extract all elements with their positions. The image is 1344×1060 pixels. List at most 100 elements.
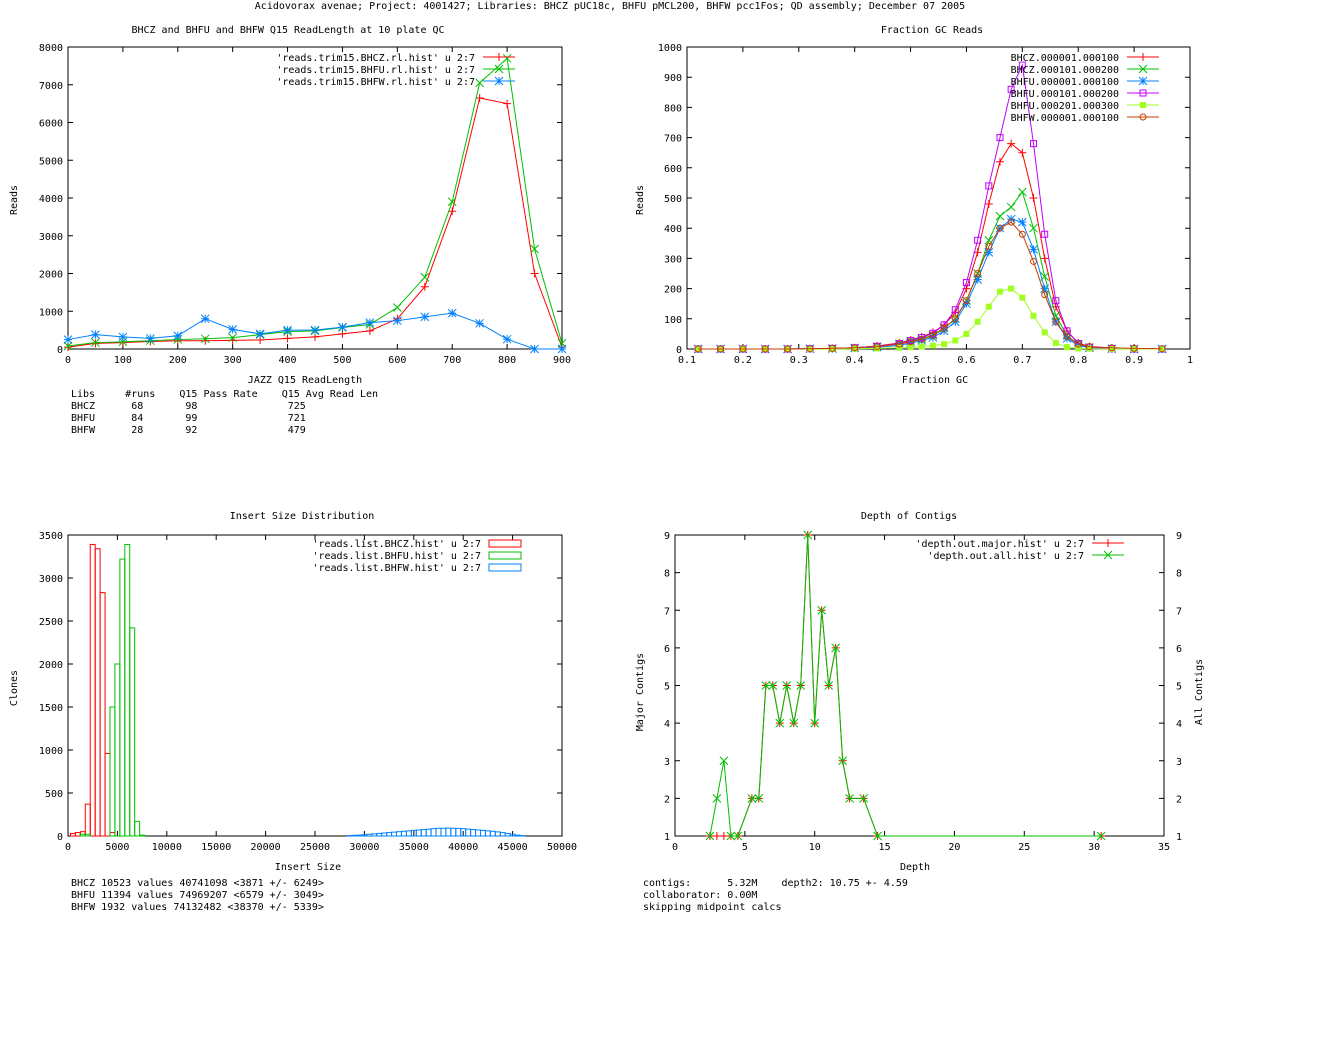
y-tick-label: 0 <box>57 345 63 356</box>
data-point <box>824 681 834 690</box>
data-point <box>789 718 799 728</box>
insert-stat-line: BHFW 1932 values 74132482 <38370 +/- 533… <box>71 902 324 913</box>
data-point <box>941 341 948 348</box>
x-tick-label: 0.6 <box>957 355 975 366</box>
data-point <box>951 306 959 314</box>
legend-marker <box>495 53 503 61</box>
y-tick-label: 1500 <box>39 703 63 714</box>
y-tick-label: 2 <box>664 794 670 805</box>
y2-tick-label: 8 <box>1176 569 1182 580</box>
data-point <box>1052 297 1060 305</box>
depth-chart: 0 5 10 15 20 25 30 35 1 1 2 2 3 3 4 4 5 5 6 6 7 7 8 8 9 9 'depth.o… <box>664 530 1182 853</box>
readlength-ylabel: Reads <box>9 185 20 215</box>
histogram-bar <box>445 827 452 837</box>
data-point <box>530 344 539 354</box>
y-tick-label: 6000 <box>39 119 63 130</box>
data-point <box>1017 187 1027 197</box>
readlength-table-header: Libs #runs Q15 Pass Rate Q15 Avg Read Le… <box>71 389 378 400</box>
x-tick-label: 40000 <box>448 842 478 853</box>
plot-frame <box>67 46 563 350</box>
histogram-bar <box>366 833 373 837</box>
data-point <box>502 53 512 63</box>
legend-label: 'reads.trim15.BHFU.rl.hist' u 2:7 <box>276 65 475 76</box>
data-point <box>420 272 430 282</box>
data-point <box>859 794 868 803</box>
histogram-bar <box>134 820 141 837</box>
data-point <box>1029 244 1038 254</box>
data-point <box>392 316 402 326</box>
data-point <box>200 314 210 324</box>
data-point <box>828 344 836 352</box>
histogram-bar <box>499 832 506 837</box>
histogram-bar <box>386 832 393 837</box>
data-point <box>996 134 1004 142</box>
plot-frame <box>67 534 563 837</box>
data-point <box>907 338 915 346</box>
x-tick-label: 0.2 <box>734 355 752 366</box>
legend-label: 'reads.list.BHFU.hist' u 2:7 <box>312 551 481 562</box>
depth-stat-line: collaborator: 0.00M <box>643 890 757 901</box>
histogram-bar <box>470 829 477 837</box>
data-point <box>1062 334 1072 343</box>
y2-tick-label: 6 <box>1176 644 1182 655</box>
x-tick-label: 500 <box>333 355 351 366</box>
readlength-table-row: BHFW 28 92 479 <box>71 425 306 436</box>
data-point <box>64 343 72 352</box>
data-point <box>929 342 936 349</box>
data-point <box>1018 230 1026 238</box>
y2-tick-label: 7 <box>1176 606 1182 617</box>
readlength-table-row: BHCZ 68 98 725 <box>71 401 306 412</box>
legend-marker <box>1139 53 1147 61</box>
data-point <box>719 832 728 840</box>
y-tick-label: 2500 <box>39 617 63 628</box>
data-point <box>739 345 747 353</box>
legend-label: 'depth.out.major.hist' u 2:7 <box>915 539 1084 550</box>
histogram-bar <box>405 830 412 837</box>
data-point <box>754 794 764 803</box>
data-point <box>447 197 457 207</box>
data-point <box>1018 61 1026 69</box>
x-tick-label: 10 <box>809 842 821 853</box>
data-point <box>712 832 721 840</box>
histogram-bar <box>84 803 91 837</box>
histogram-bar <box>494 831 501 837</box>
data-point <box>1159 346 1166 352</box>
data-point <box>1041 230 1049 238</box>
legend-label: BHFW.000001.000100 <box>1011 113 1119 124</box>
series-line <box>67 97 563 348</box>
histogram-bar <box>489 830 496 837</box>
data-point <box>733 831 743 841</box>
y-tick-label: 700 <box>664 134 682 145</box>
x-tick-label: 0.9 <box>1125 355 1143 366</box>
readlength-xlabel: JAZZ Q15 ReadLength <box>248 375 362 386</box>
data-point <box>796 681 806 690</box>
y-tick-label: 1000 <box>658 43 682 54</box>
x-tick-label: 1 <box>1187 355 1193 366</box>
histogram-bar <box>455 827 462 837</box>
insert-stat-line: BHCZ 10523 values 40741098 <3871 +/- 624… <box>71 878 324 889</box>
y-tick-label: 0 <box>57 832 63 843</box>
histogram-bar <box>400 830 407 837</box>
y-tick-label: 800 <box>664 103 682 114</box>
data-point <box>447 308 457 318</box>
histogram-bar <box>425 828 432 837</box>
histogram-bar <box>109 706 116 837</box>
legend-marker <box>1140 102 1146 108</box>
data-point <box>962 297 970 305</box>
y-tick-label: 6 <box>664 644 670 655</box>
data-point <box>806 345 814 353</box>
series-line <box>698 221 1163 350</box>
data-point <box>784 345 792 353</box>
depth-stat-line: contigs: 5.32M depth2: 10.75 +- 4.59 <box>643 878 908 889</box>
legend-label: BHFU.000201.000300 <box>1011 101 1119 112</box>
gc-chart: 0.1 0.2 0.3 0.4 0.5 0.6 0.7 0.8 0.9 1 0 100 200 300 40… <box>658 43 1193 366</box>
data-point <box>1040 254 1049 263</box>
data-point <box>974 236 982 244</box>
data-point <box>829 346 836 352</box>
data-point <box>717 345 725 353</box>
legend-marker <box>1139 113 1147 121</box>
y-tick-label: 500 <box>45 789 63 800</box>
data-point <box>874 345 881 352</box>
data-point <box>475 318 485 328</box>
histogram-bar <box>79 833 86 837</box>
